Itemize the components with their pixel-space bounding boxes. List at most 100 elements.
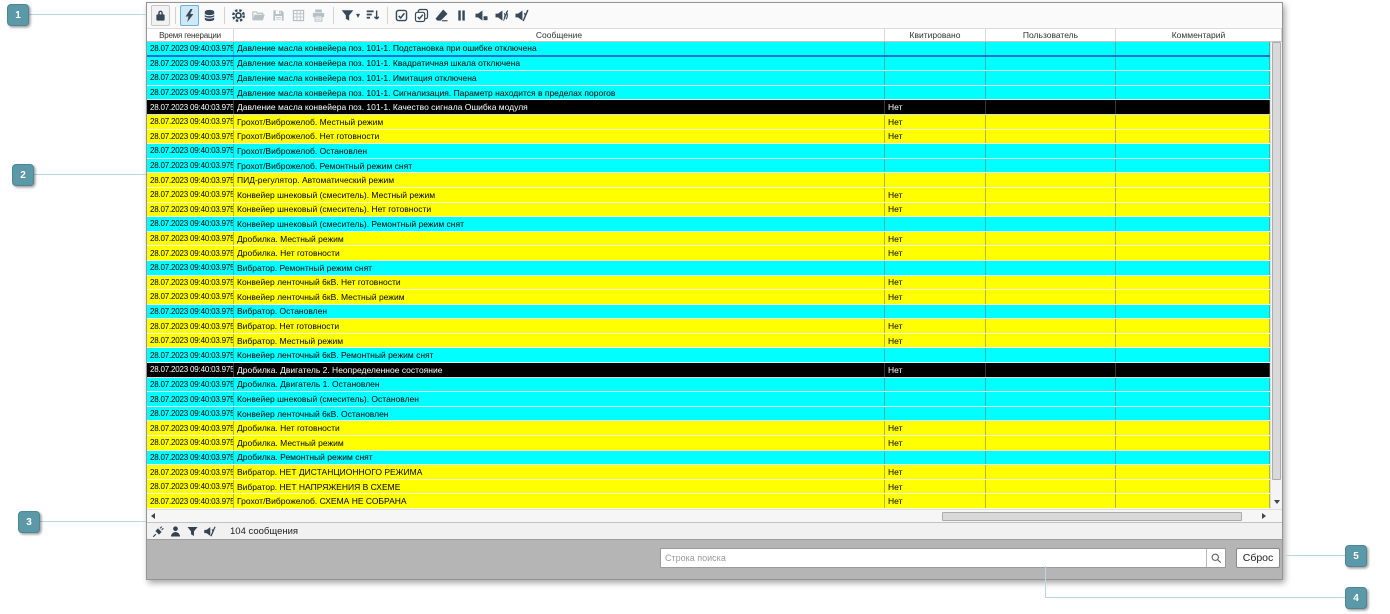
pause-icon	[454, 8, 469, 23]
cell-user	[986, 217, 1116, 231]
table-row[interactable]: 28.07.2023 09:40:03.975 Давление масла ко…	[147, 100, 1270, 115]
table-row[interactable]: 28.07.2023 09:40:03.975 Вибратор. НЕТ ДИС…	[147, 465, 1270, 480]
toolbar-button-ack-all[interactable]	[412, 5, 431, 26]
search-input[interactable]	[661, 549, 1206, 567]
reset-button[interactable]: Сброс	[1236, 548, 1280, 568]
cell-ack	[885, 42, 986, 55]
table-row[interactable]: 28.07.2023 09:40:03.975 ПИД-регулятор. Ав…	[147, 173, 1270, 188]
table-row[interactable]: 28.07.2023 09:40:03.975 Вибратор. Останов…	[147, 304, 1270, 320]
cell-message: Давление масла конвейера поз. 101-1. Под…	[234, 42, 885, 55]
toolbar-button-sort-desc[interactable]	[363, 5, 382, 26]
cell-user	[986, 144, 1116, 158]
cell-comment	[1116, 333, 1270, 348]
status-bar: 104 сообщения	[147, 522, 1282, 540]
toolbar-button-folder-open[interactable]	[249, 5, 268, 26]
table-row[interactable]: 28.07.2023 09:40:03.975 Давление масла ко…	[147, 42, 1270, 57]
table-row[interactable]: 28.07.2023 09:40:03.975 Грохот/Виброжелоб…	[147, 494, 1270, 509]
table-row[interactable]: 28.07.2023 09:40:03.975 Дробилка. Нет гот…	[147, 246, 1270, 261]
cell-message: Вибратор. НЕТ НАПРЯЖЕНИЯ В СХЕМЕ	[234, 479, 885, 494]
toolbar-button-pause[interactable]	[452, 5, 471, 26]
horizontal-scrollbar[interactable]	[147, 509, 1282, 522]
table-row[interactable]: 28.07.2023 09:40:03.975 Конвейер ленточны…	[147, 290, 1270, 305]
scroll-left-button[interactable]	[147, 510, 159, 522]
column-header-ack[interactable]: Квитировано	[885, 29, 986, 41]
toolbar-button-print[interactable]	[309, 5, 328, 26]
cell-ack: Нет	[885, 100, 986, 114]
toolbar-separator	[175, 7, 176, 24]
table-row[interactable]: 28.07.2023 09:40:03.975 Вибратор. НЕТ НАП…	[147, 479, 1270, 495]
toolbar-button-database[interactable]	[200, 5, 219, 26]
filter-icon	[186, 525, 199, 538]
cell-time: 28.07.2023 09:40:03.975	[147, 450, 234, 465]
cell-comment	[1116, 71, 1270, 85]
table-row[interactable]: 28.07.2023 09:40:03.975 Конвейер ленточны…	[147, 275, 1270, 291]
table-row[interactable]: 28.07.2023 09:40:03.975 Грохот/Виброжелоб…	[147, 158, 1270, 174]
vertical-scrollbar-thumb[interactable]	[1272, 42, 1281, 480]
cell-ack	[885, 71, 986, 85]
cell-user	[986, 173, 1116, 187]
horizontal-scrollbar-thumb[interactable]	[942, 511, 1242, 521]
table-row[interactable]: 28.07.2023 09:40:03.975 Дробилка. Местный…	[147, 436, 1270, 451]
scroll-right-button[interactable]	[1258, 510, 1270, 522]
cell-message: Дробилка. Двигатель 1. Остановлен	[234, 377, 885, 392]
cell-message: Конвейер ленточный 6кВ. Нет готовности	[234, 275, 885, 290]
cell-message: Вибратор. Ремонтный режим снят	[234, 260, 885, 275]
cell-time: 28.07.2023 09:40:03.975	[147, 173, 234, 187]
cell-ack: Нет	[885, 129, 986, 144]
toolbar-button-sound-waves[interactable]	[492, 5, 511, 26]
table-row[interactable]: 28.07.2023 09:40:03.975 Конвейер ленточны…	[147, 348, 1270, 364]
toolbar-button-filter[interactable]: ▾	[338, 5, 362, 26]
ack-all-icon	[414, 8, 429, 23]
table-row[interactable]: 28.07.2023 09:40:03.975 Давление масла ко…	[147, 56, 1270, 72]
table-row[interactable]: 28.07.2023 09:40:03.975 Дробилка. Двигате…	[147, 377, 1270, 393]
table-row[interactable]: 28.07.2023 09:40:03.975 Конвейер шнековый…	[147, 202, 1270, 218]
cell-message: Давление масла конвейера поз. 101-1. Ква…	[234, 56, 885, 71]
table-row[interactable]: 28.07.2023 09:40:03.975 Дробилка. Местный…	[147, 231, 1270, 247]
cell-time: 28.07.2023 09:40:03.975	[147, 71, 234, 85]
toolbar-button-sound-mute[interactable]	[512, 5, 531, 26]
callout-badge-4: 4	[1345, 587, 1367, 609]
column-header-comment[interactable]: Комментарий	[1116, 29, 1282, 41]
table-row[interactable]: 28.07.2023 09:40:03.975 Вибратор. Местный…	[147, 333, 1270, 349]
toolbar-button-ack-one[interactable]	[392, 5, 411, 26]
toolbar-button-flash[interactable]	[180, 5, 199, 26]
toolbar-button-save[interactable]	[269, 5, 288, 26]
table-row[interactable]: 28.07.2023 09:40:03.975 Грохот/Виброжелоб…	[147, 129, 1270, 145]
table-row[interactable]: 28.07.2023 09:40:03.975 Грохот/Виброжелоб…	[147, 114, 1270, 130]
column-header-message[interactable]: Сообщение	[234, 29, 885, 41]
cell-time: 28.07.2023 09:40:03.975	[147, 275, 234, 290]
grid-body: 28.07.2023 09:40:03.975 Давление масла ко…	[147, 42, 1270, 509]
cell-comment	[1116, 304, 1270, 319]
table-row[interactable]: 28.07.2023 09:40:03.975 Вибратор. Ремонтн…	[147, 260, 1270, 276]
cell-message: Грохот/Виброжелоб. Остановлен	[234, 144, 885, 158]
table-row[interactable]: 28.07.2023 09:40:03.975 Дробилка. Двигате…	[147, 363, 1270, 378]
table-row[interactable]: 28.07.2023 09:40:03.975 Дробилка. Нет гот…	[147, 421, 1270, 437]
column-header-user[interactable]: Пользователь	[986, 29, 1116, 41]
toolbar-button-export-excel[interactable]	[289, 5, 308, 26]
cell-user	[986, 85, 1116, 100]
toolbar-button-lock[interactable]	[151, 5, 170, 26]
search-button[interactable]	[1206, 549, 1225, 567]
table-row[interactable]: 28.07.2023 09:40:03.975 Конвейер шнековый…	[147, 392, 1270, 407]
cell-ack	[885, 158, 986, 173]
column-header-time[interactable]: Время генерации	[147, 29, 234, 41]
table-row[interactable]: 28.07.2023 09:40:03.975 Конвейер шнековый…	[147, 217, 1270, 232]
table-row[interactable]: 28.07.2023 09:40:03.975 Вибратор. Нет гот…	[147, 319, 1270, 334]
callout-badge-5: 5	[1345, 545, 1367, 567]
scroll-down-button[interactable]	[1271, 497, 1282, 507]
alarm-journal-window: ▾ Время генерации Сообщение Квитировано …	[146, 2, 1283, 580]
sound-waves-icon	[494, 8, 509, 23]
toolbar-button-eraser[interactable]	[432, 5, 451, 26]
horizontal-scrollbar-track[interactable]	[159, 510, 1258, 522]
table-row[interactable]: 28.07.2023 09:40:03.975 Дробилка. Ремонтн…	[147, 450, 1270, 466]
toolbar-button-sound-box[interactable]	[472, 5, 491, 26]
table-header-row: Время генерации Сообщение Квитировано По…	[147, 29, 1282, 42]
vertical-scrollbar[interactable]	[1270, 42, 1282, 509]
table-row[interactable]: 28.07.2023 09:40:03.975 Давление масла ко…	[147, 85, 1270, 101]
table-row[interactable]: 28.07.2023 09:40:03.975 Конвейер ленточны…	[147, 406, 1270, 422]
table-row[interactable]: 28.07.2023 09:40:03.975 Конвейер шнековый…	[147, 187, 1270, 203]
table-row[interactable]: 28.07.2023 09:40:03.975 Грохот/Виброжелоб…	[147, 144, 1270, 159]
toolbar-button-gear[interactable]	[229, 5, 248, 26]
cell-message: Грохот/Виброжелоб. СХЕМА НЕ СОБРАНА	[234, 494, 885, 508]
table-row[interactable]: 28.07.2023 09:40:03.975 Давление масла ко…	[147, 71, 1270, 86]
